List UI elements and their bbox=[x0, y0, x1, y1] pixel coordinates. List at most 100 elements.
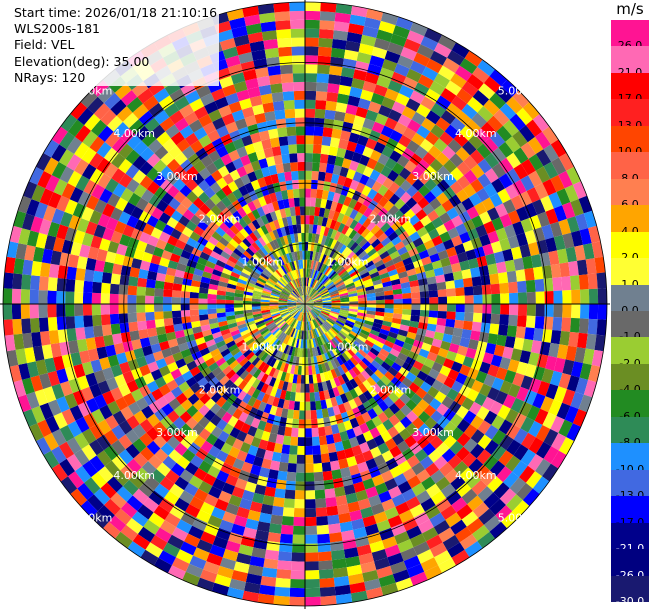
velocity-gate bbox=[285, 117, 296, 128]
velocity-gate bbox=[247, 509, 261, 522]
velocity-gate bbox=[331, 558, 347, 569]
velocity-gate bbox=[244, 143, 256, 155]
velocity-gate bbox=[324, 362, 331, 372]
velocity-gate bbox=[278, 342, 285, 352]
velocity-gate bbox=[487, 230, 500, 244]
velocity-gate bbox=[242, 300, 252, 304]
velocity-gate bbox=[226, 318, 237, 325]
velocity-gate bbox=[116, 243, 128, 256]
velocity-gate bbox=[111, 137, 127, 154]
velocity-gate bbox=[251, 301, 261, 304]
velocity-gate bbox=[333, 277, 343, 285]
velocity-gate bbox=[562, 202, 576, 219]
velocity-gate bbox=[321, 293, 330, 298]
velocity-gate bbox=[199, 393, 211, 405]
velocity-gate bbox=[333, 367, 342, 377]
velocity-gate bbox=[102, 390, 116, 405]
velocity-gate bbox=[330, 309, 340, 314]
velocity-gate bbox=[256, 279, 266, 286]
velocity-gate bbox=[247, 564, 264, 576]
velocity-gate bbox=[278, 278, 287, 287]
velocity-gate bbox=[150, 534, 168, 551]
velocity-gate bbox=[319, 288, 328, 295]
velocity-gate bbox=[435, 442, 450, 456]
velocity-gate bbox=[236, 244, 246, 254]
velocity-gate bbox=[329, 219, 337, 230]
velocity-gate bbox=[255, 319, 265, 326]
velocity-gate bbox=[266, 356, 274, 366]
velocity-gate bbox=[76, 218, 90, 233]
velocity-gate bbox=[308, 233, 313, 243]
velocity-gate bbox=[118, 383, 131, 397]
velocity-gate bbox=[298, 259, 302, 269]
velocity-gate bbox=[257, 177, 267, 188]
velocity-gate bbox=[359, 154, 370, 167]
velocity-gate bbox=[420, 36, 439, 51]
velocity-gate bbox=[200, 276, 211, 284]
velocity-gate bbox=[102, 521, 121, 539]
velocity-gate bbox=[333, 357, 341, 368]
velocity-gate bbox=[89, 423, 104, 440]
velocity-gate bbox=[178, 256, 189, 266]
velocity-gate bbox=[351, 151, 363, 163]
velocity-gate bbox=[292, 224, 298, 234]
velocity-gate bbox=[310, 278, 315, 288]
velocity-gate bbox=[404, 435, 417, 448]
velocity-gate bbox=[370, 446, 382, 459]
velocity-gate bbox=[89, 210, 103, 225]
velocity-gate bbox=[284, 225, 291, 236]
velocity-gate bbox=[126, 458, 142, 474]
velocity-gate bbox=[333, 221, 342, 231]
velocity-gate bbox=[376, 263, 387, 272]
velocity-gate bbox=[389, 348, 400, 358]
colorbar-segment bbox=[611, 311, 649, 338]
velocity-gate bbox=[366, 438, 378, 451]
velocity-gate bbox=[368, 101, 382, 114]
velocity-gate bbox=[224, 454, 237, 467]
velocity-gate bbox=[358, 393, 368, 404]
velocity-gate bbox=[312, 162, 320, 172]
velocity-gate bbox=[565, 246, 577, 263]
velocity-gate bbox=[232, 210, 243, 222]
velocity-gate bbox=[257, 75, 271, 87]
velocity-gate bbox=[394, 198, 406, 210]
velocity-gate bbox=[313, 302, 323, 304]
velocity-gate bbox=[268, 367, 277, 377]
scan-info: Start time: 2026/01/18 21:10:16 WLS200s-… bbox=[12, 5, 220, 87]
velocity-gate bbox=[332, 386, 340, 397]
velocity-gate bbox=[305, 499, 316, 509]
velocity-gate bbox=[384, 50, 401, 64]
velocity-gate bbox=[245, 363, 255, 373]
velocity-gate bbox=[31, 260, 42, 277]
velocity-gate bbox=[222, 365, 233, 376]
velocity-gate bbox=[537, 211, 550, 228]
velocity-gate bbox=[39, 373, 52, 390]
velocity-gate bbox=[51, 161, 67, 179]
velocity-gate bbox=[260, 503, 273, 515]
velocity-gate bbox=[221, 196, 232, 208]
velocity-gate bbox=[310, 401, 317, 411]
velocity-gate bbox=[420, 557, 439, 572]
velocity-gate bbox=[440, 110, 456, 125]
velocity-gate bbox=[365, 8, 384, 21]
velocity-gate bbox=[61, 408, 76, 425]
velocity-gate bbox=[176, 336, 187, 346]
velocity-gate bbox=[349, 298, 359, 302]
velocity-gate bbox=[192, 197, 205, 209]
velocity-gate bbox=[220, 462, 233, 475]
velocity-gate bbox=[456, 175, 471, 190]
range-label: 4.00km bbox=[455, 469, 497, 482]
velocity-gate bbox=[284, 335, 291, 345]
velocity-gate bbox=[33, 246, 45, 263]
velocity-gate bbox=[101, 282, 111, 294]
velocity-gate bbox=[197, 220, 209, 231]
velocity-gate bbox=[366, 296, 376, 301]
velocity-gate bbox=[161, 403, 174, 416]
velocity-gate bbox=[282, 288, 291, 295]
velocity-gate bbox=[489, 400, 503, 415]
velocity-gate bbox=[520, 449, 536, 466]
velocity-gate bbox=[574, 347, 586, 364]
velocity-gate bbox=[242, 238, 252, 248]
velocity-gate bbox=[273, 100, 285, 111]
velocity-gate bbox=[383, 396, 395, 408]
